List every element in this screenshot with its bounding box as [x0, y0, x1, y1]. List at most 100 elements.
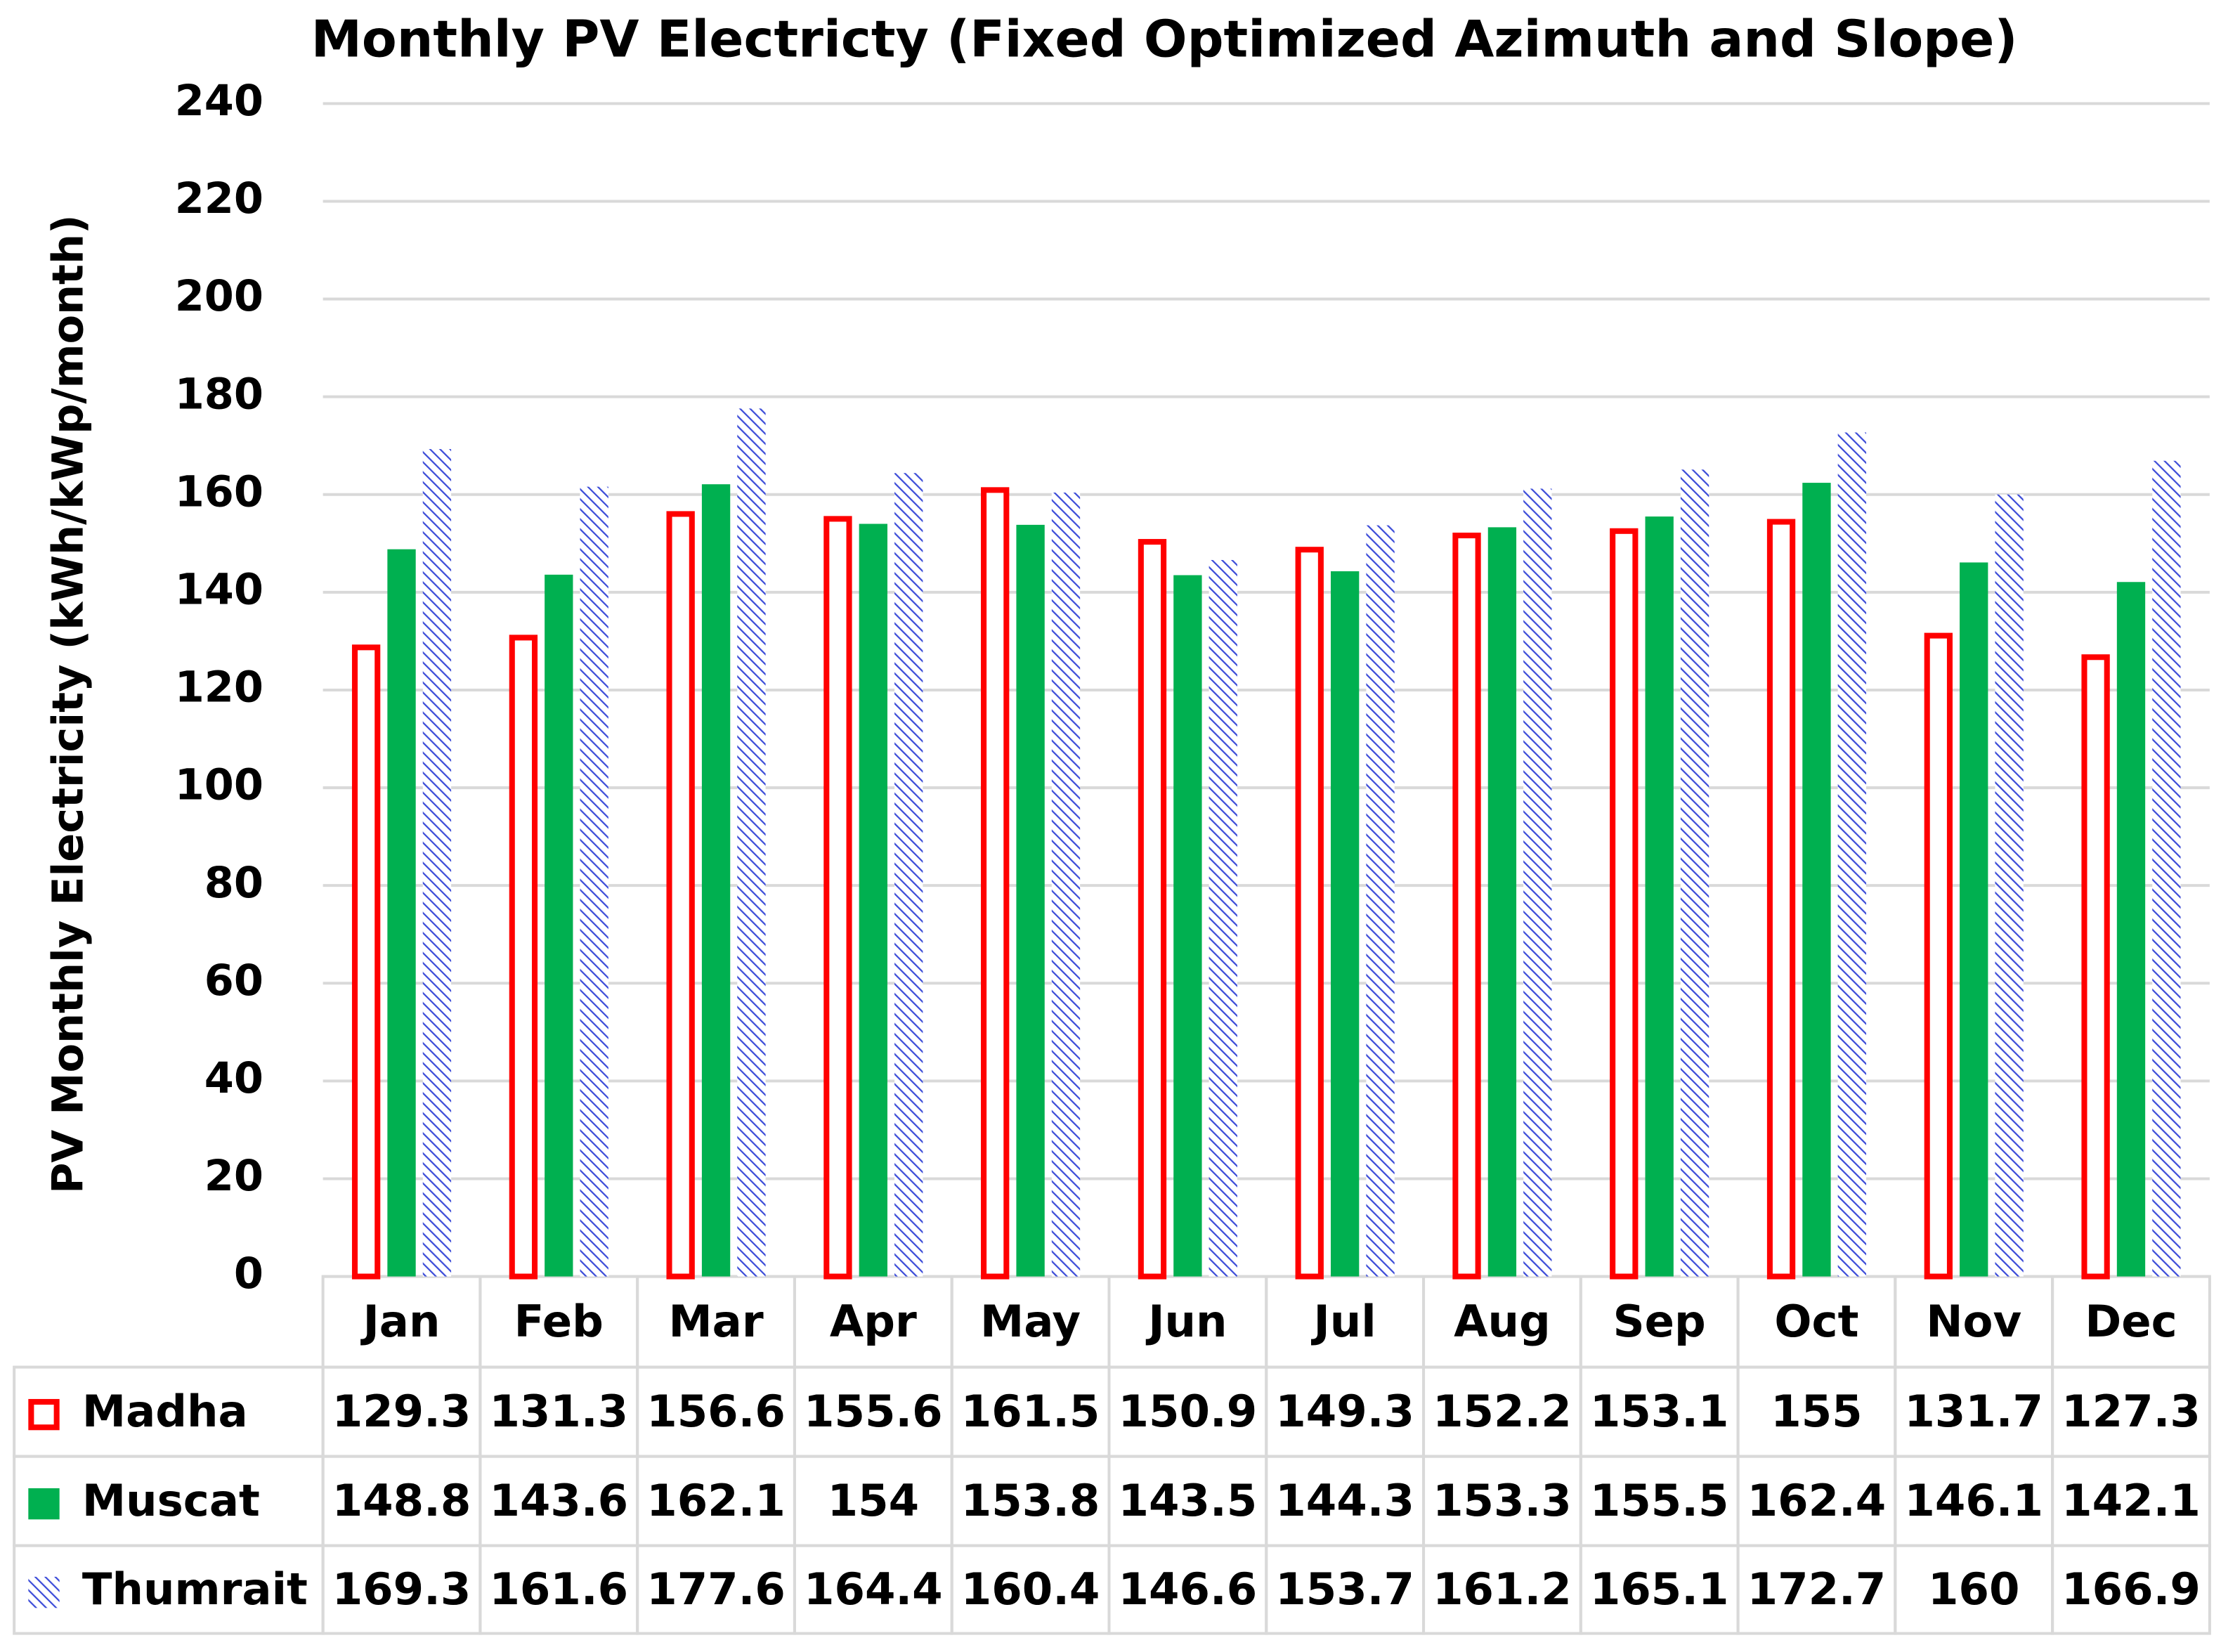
- bar: [701, 484, 731, 1277]
- table-value: 150.9: [1119, 1386, 1258, 1437]
- chart-title: Monthly PV Electricty (Fixed Optimized A…: [311, 11, 2018, 70]
- table-value: 160: [1928, 1563, 2019, 1615]
- legend-swatch: [28, 1488, 60, 1520]
- legend-label: Muscat: [82, 1475, 260, 1526]
- x-tick-label: May: [980, 1296, 1081, 1347]
- table-value: 160.4: [961, 1563, 1100, 1615]
- bar: [1610, 528, 1639, 1280]
- bar: [2116, 582, 2146, 1277]
- table-value: 164.4: [804, 1563, 943, 1615]
- bar: [1330, 571, 1360, 1277]
- bar: [1766, 519, 1796, 1280]
- table-value: 131.3: [489, 1386, 628, 1437]
- table-value: 149.3: [1275, 1386, 1414, 1437]
- table-value: 144.3: [1275, 1475, 1414, 1526]
- bar: [1209, 559, 1237, 1277]
- bar: [2081, 654, 2110, 1280]
- x-tick-label: Aug: [1454, 1296, 1551, 1347]
- x-tick-label: Jun: [1145, 1296, 1227, 1347]
- table-value: 153.1: [1590, 1386, 1729, 1437]
- table-value: 177.6: [646, 1563, 786, 1615]
- table-value: 131.7: [1904, 1386, 2043, 1437]
- bar: [823, 516, 852, 1280]
- x-tick-label: Oct: [1774, 1296, 1858, 1347]
- bar: [422, 449, 452, 1277]
- table-value: 156.6: [646, 1386, 786, 1437]
- y-tick-label: 180: [175, 370, 263, 419]
- table-value: 153.8: [961, 1475, 1100, 1526]
- bar: [1295, 547, 1324, 1280]
- table-value: 162.4: [1747, 1475, 1887, 1526]
- x-tick-label: Mar: [668, 1296, 763, 1347]
- y-tick-label: 20: [204, 1152, 263, 1201]
- table-value: 161.2: [1433, 1563, 1572, 1615]
- y-axis-label: PV Monthly Electricity (kWh/kWp/month): [44, 214, 93, 1194]
- y-tick-label: 200: [175, 272, 263, 321]
- table-value: 162.1: [646, 1475, 786, 1526]
- table-value: 152.2: [1433, 1386, 1572, 1437]
- table-value: 166.9: [2062, 1563, 2201, 1615]
- legend-label: Madha: [82, 1386, 248, 1437]
- x-tick-label: Dec: [2085, 1296, 2177, 1347]
- x-tick-label: Nov: [1926, 1296, 2021, 1347]
- bar: [1995, 494, 2024, 1277]
- bar: [1680, 469, 1709, 1277]
- bar: [580, 486, 608, 1277]
- y-tick-label: 0: [234, 1249, 263, 1299]
- bar: [1366, 525, 1395, 1277]
- table-value: 143.6: [489, 1475, 628, 1526]
- bar: [1645, 516, 1674, 1277]
- bar: [1523, 488, 1552, 1277]
- y-tick-label: 160: [175, 467, 263, 516]
- legend-swatch: [28, 1576, 60, 1608]
- table-cell: [2051, 1544, 2211, 1635]
- table-value: 154: [828, 1475, 919, 1526]
- table-value: 155.5: [1590, 1475, 1729, 1526]
- x-tick-label: Feb: [514, 1296, 604, 1347]
- legend-swatch: [28, 1398, 60, 1431]
- y-tick-label: 80: [204, 859, 263, 908]
- x-tick-label: Jul: [1311, 1296, 1376, 1347]
- y-tick-label: 120: [175, 663, 263, 713]
- table-value: 161.6: [489, 1563, 628, 1615]
- bar: [1924, 632, 1953, 1280]
- table-value: 155: [1771, 1386, 1862, 1437]
- table-value: 127.3: [2062, 1386, 2201, 1437]
- bar: [509, 635, 538, 1280]
- x-tick-label: Sep: [1613, 1296, 1706, 1347]
- bar: [1016, 524, 1045, 1277]
- table-value: 165.1: [1590, 1563, 1729, 1615]
- table-value: 146.1: [1904, 1475, 2043, 1526]
- table-value: 153.3: [1433, 1475, 1572, 1526]
- bar: [981, 487, 1010, 1280]
- table-value: 169.3: [332, 1563, 471, 1615]
- table-value: 146.6: [1119, 1563, 1258, 1615]
- bar: [1837, 432, 1867, 1277]
- bar: [859, 523, 887, 1277]
- table-value: 148.8: [332, 1475, 471, 1526]
- table-value: 172.7: [1747, 1563, 1887, 1615]
- table-value: 143.5: [1119, 1475, 1258, 1526]
- bar: [387, 549, 416, 1277]
- y-tick-label: 140: [175, 565, 263, 614]
- table-value: 161.5: [961, 1386, 1100, 1437]
- bar: [1452, 533, 1481, 1280]
- table-value: 142.1: [2062, 1475, 2201, 1526]
- bar: [1960, 562, 1988, 1277]
- table-value: 153.7: [1275, 1563, 1414, 1615]
- bar: [737, 408, 766, 1277]
- bar: [1802, 483, 1831, 1277]
- x-tick-label: Jan: [360, 1296, 441, 1347]
- bar: [894, 473, 923, 1277]
- x-tick-label: Apr: [830, 1296, 917, 1347]
- bar: [666, 511, 695, 1280]
- bar: [1487, 527, 1517, 1277]
- table-value: 129.3: [332, 1386, 471, 1437]
- bar: [1173, 575, 1202, 1277]
- y-tick-label: 240: [175, 77, 263, 126]
- bar: [1051, 492, 1081, 1277]
- bar: [351, 644, 381, 1280]
- y-tick-label: 40: [204, 1054, 263, 1103]
- y-tick-label: 60: [204, 956, 263, 1006]
